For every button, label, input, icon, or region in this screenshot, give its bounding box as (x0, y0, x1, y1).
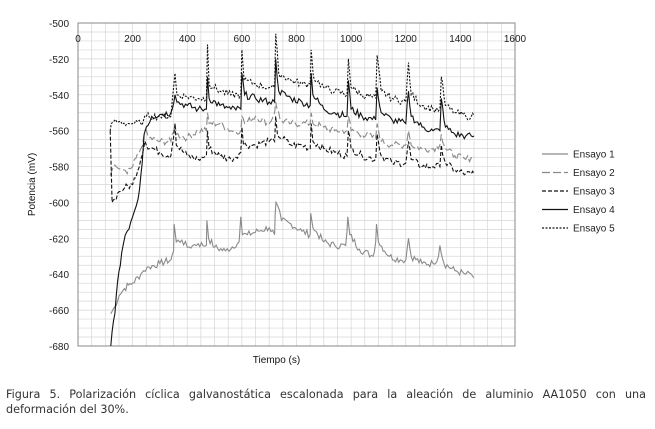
y-tick-label: -500 (49, 19, 69, 30)
series-line-4 (110, 58, 475, 347)
legend-label-4: Ensayo 4 (573, 205, 615, 216)
x-tick-label: 400 (179, 34, 196, 45)
x-tick-label: 1400 (449, 34, 472, 45)
grid (77, 22, 516, 347)
x-tick-label: 1600 (504, 34, 527, 45)
x-tick-label: 1000 (340, 34, 363, 45)
x-tick-label: 800 (288, 34, 305, 45)
y-tick-label: -540 (49, 91, 69, 102)
series-line-5 (109, 33, 475, 131)
plot-area-border (77, 22, 516, 347)
legend-label-3: Ensayo 3 (573, 187, 615, 198)
y-tick-label: -580 (49, 163, 69, 174)
legend-label-1: Ensayo 1 (573, 150, 615, 161)
series-line-1 (110, 200, 475, 314)
legend: Ensayo 1 Ensayo 2 Ensayo 3 Ensayo 4 Ensayo 5 (542, 150, 615, 235)
x-tick-label: 1200 (395, 34, 418, 45)
series-lines (109, 33, 475, 347)
legend-label-5: Ensayo 5 (573, 224, 615, 235)
figure-caption: Figura 5. Polarización cíclica galvanost… (6, 388, 646, 416)
y-axis-title: Potencia (mV) (27, 153, 38, 216)
y-tick-label: -560 (49, 127, 69, 138)
tick-labels: -500 -520 -540 -560 -580 -600 -620 -640 -660 -680… (49, 19, 527, 353)
x-tick-label: 200 (124, 34, 141, 45)
y-tick-label: -640 (49, 270, 69, 281)
legend-label-2: Ensayo 2 (573, 168, 615, 179)
series-line-3 (109, 116, 475, 205)
y-tick-label: -600 (49, 198, 69, 209)
y-tick-label: -620 (49, 234, 69, 245)
y-tick-label: -660 (49, 306, 69, 317)
x-axis-title: Tiempo (s) (253, 355, 300, 366)
series-line-2 (109, 101, 475, 176)
y-tick-label: -520 (49, 55, 69, 66)
x-tick-label: 0 (75, 34, 81, 45)
x-tick-label: 600 (234, 34, 251, 45)
y-tick-label: -680 (49, 342, 69, 353)
chart: -500 -520 -540 -560 -580 -600 -620 -640 -660 -680… (27, 19, 615, 366)
